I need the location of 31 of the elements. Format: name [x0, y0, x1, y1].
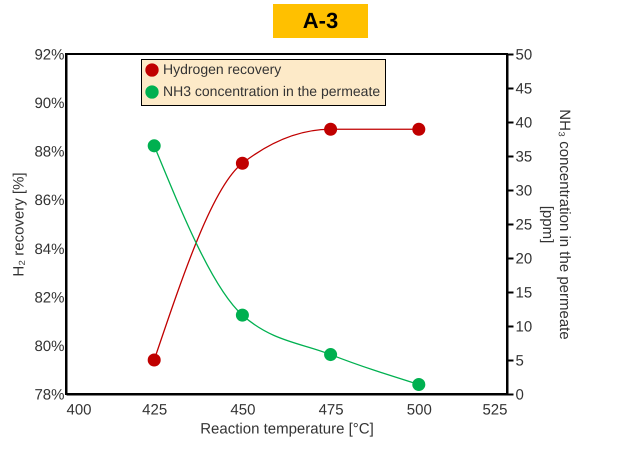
- x-tick-label: 450: [230, 402, 256, 418]
- y2-tick-label: 30: [516, 182, 532, 200]
- y-tick-label: 84%: [34, 240, 64, 258]
- y-tick-label: 82%: [34, 289, 64, 306]
- y-axis-title: H₂ recovery [%]: [10, 172, 28, 277]
- x-tick-label: 400: [66, 402, 92, 418]
- y2-tick-label: 45: [516, 80, 532, 98]
- y2-axis-title: NH₃ concentration in the permeate [ppm]: [539, 109, 574, 340]
- y2-tick-label: 50: [516, 46, 532, 64]
- x-tick-label: 475: [318, 402, 344, 418]
- y-tick-label: 78%: [34, 386, 64, 404]
- y2-tick-label: 5: [516, 352, 524, 370]
- y2-tick-label: 40: [516, 114, 532, 132]
- y-tick-label: 88%: [34, 144, 64, 161]
- y-tick-label: 80%: [34, 338, 64, 355]
- legend-label: NH3 concentration in the permeate: [163, 83, 380, 99]
- y2-tick-label: 15: [516, 284, 532, 302]
- y-tick-label: 86%: [34, 192, 64, 210]
- y2-tick-label: 25: [516, 216, 532, 234]
- y2-tick-label: 0: [516, 386, 524, 404]
- x-tick-label: 500: [406, 402, 432, 418]
- x-tick-label: 425: [142, 402, 168, 418]
- y2-tick-label: 10: [516, 318, 532, 336]
- y2-tick-label: 35: [516, 148, 532, 166]
- y2-tick-label: 20: [516, 250, 532, 268]
- y-tick-label: 92%: [34, 46, 64, 64]
- chart-title: A-3: [272, 4, 368, 38]
- x-axis-title: Reaction temperature [°C]: [200, 420, 374, 438]
- y-tick-label: 90%: [34, 95, 64, 112]
- x-tick-label: 525: [482, 402, 508, 418]
- legend-label: Hydrogen recovery: [163, 61, 282, 77]
